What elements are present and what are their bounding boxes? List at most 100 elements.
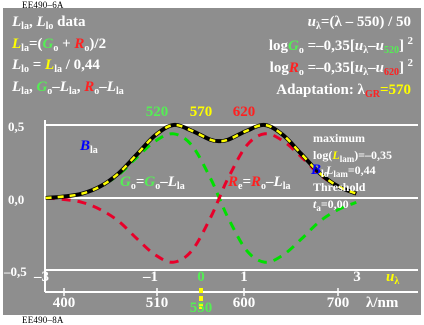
hl4-G: G <box>36 79 47 95</box>
hr1-u: u <box>308 14 316 30</box>
hr2-u: u <box>355 38 363 54</box>
hr1-rest: =(λ – 550) / 50 <box>321 14 411 30</box>
hl4-s2: la <box>69 86 77 97</box>
hr2-log: log <box>269 38 289 54</box>
u-tick-neg3: –3 <box>33 269 49 285</box>
hl4-sR: o <box>94 86 99 97</box>
hr4-label: Adaptation: λ <box>276 82 365 98</box>
lbl-G: G <box>120 174 131 190</box>
u-axis-label: uλ <box>386 269 399 287</box>
u-tick-1: 1 <box>240 269 248 285</box>
hl4-m2: – <box>98 79 107 95</box>
info-ta-sub: a <box>316 203 321 213</box>
hr2-eq: =–0,35[ <box>304 38 355 54</box>
y-tick-neg-0-5: –0,5 <box>3 264 27 279</box>
lbl-B2-sub: lo <box>321 169 329 180</box>
lbl-R-Lsub: la <box>283 181 291 192</box>
u-tick-3: 3 <box>353 269 361 285</box>
hl2-sG: o <box>53 43 58 54</box>
lbl-R-L: L <box>273 174 283 190</box>
info-ta-t: t <box>313 197 317 211</box>
hl4-c1: , <box>29 79 37 95</box>
label-B-lo: Blo <box>310 162 329 180</box>
hr3-su2: 620 <box>384 67 399 78</box>
lbl-G-m: – <box>159 174 168 190</box>
header-right-line2: logGo =–0,35[uλ–u520] <box>269 38 404 56</box>
y-tick-0-0: 0,0 <box>8 192 24 207</box>
u-tick-0: 0 <box>197 269 205 285</box>
lbl-B2: B <box>310 162 321 178</box>
hr1-sub: λ <box>316 21 321 32</box>
header-right-line1: uλ=(λ – 550) / 50 <box>308 14 411 32</box>
info-lam: Llam=0,44 <box>325 163 376 179</box>
header-line2: Lla=(Go + Ro)/2 <box>11 36 106 54</box>
lbl-R: R <box>227 174 238 190</box>
info-lam-sub: lam <box>333 169 348 179</box>
hl3-L2: L <box>44 57 54 73</box>
label-R-eq: Re=Ro–Lla <box>227 174 291 192</box>
bottom-code: EE490–8A <box>22 315 64 325</box>
hr3-end: ] <box>399 60 404 76</box>
hr4-end: =570 <box>380 82 411 98</box>
hr2-sup: 2 <box>408 35 414 47</box>
label-G-eq: Go=Go–Lla <box>120 174 185 192</box>
lbl-B-sub: la <box>90 145 98 156</box>
hr2-su: λ <box>363 45 368 56</box>
hl1-sub2: lo <box>46 21 54 32</box>
series-yellow-dashed <box>45 123 357 200</box>
lbl-R-m: – <box>265 174 274 190</box>
lbl-G-eq: = <box>136 174 145 190</box>
hr3-sup: 2 <box>408 57 414 69</box>
x-tick-label-400: 400 <box>53 295 76 311</box>
lbl-R-sub: e <box>238 181 243 192</box>
hl2-eq: =( <box>29 36 43 52</box>
hr2-m: – <box>367 38 376 54</box>
hl1-rest: data <box>53 14 86 30</box>
top-code: EE490–6A <box>22 0 64 10</box>
hr3-su: λ <box>363 67 368 78</box>
hl2-end: )/2 <box>89 36 106 52</box>
info-lam-end: =0,44 <box>348 163 376 177</box>
hl4-R: R <box>83 79 94 95</box>
hr3-m: – <box>367 60 376 76</box>
hl1-sub1: la <box>21 21 29 32</box>
hl2-L: L <box>11 36 21 52</box>
hl2-plus: + <box>58 36 74 52</box>
hl4-c2: , <box>77 79 85 95</box>
hr2-end: ] <box>399 38 404 54</box>
series-red-dashed <box>45 132 357 264</box>
hr3-log: log <box>270 60 290 76</box>
u-axis-sub: λ <box>394 276 399 287</box>
info-log-sub: lam <box>340 154 355 164</box>
header-line1: Lla, Llo data <box>11 14 86 32</box>
hl4-sub: la <box>21 86 29 97</box>
header-line3: Llo = Lla / 0,44 <box>11 57 100 75</box>
x-tick-label-510: 510 <box>146 295 169 311</box>
x-tick-label-600: 600 <box>233 295 256 311</box>
header-right-line4: Adaptation: λGR=570 <box>276 82 411 100</box>
lbl-B: B <box>79 138 90 154</box>
hl3-sub: lo <box>21 64 29 75</box>
u-axis-u: u <box>386 269 394 285</box>
lbl-G-L: L <box>167 174 177 190</box>
lbl-G-sub2: o <box>155 181 160 192</box>
lbl-G-eq2: G <box>144 174 155 190</box>
y-tick-0-5: 0,5 <box>8 119 25 134</box>
hr3-sR: o <box>299 67 304 78</box>
hl4-L2: L <box>59 79 69 95</box>
hl1-L: L <box>11 14 21 30</box>
hr3-eq: =–0,35[ <box>304 60 355 76</box>
hl4-s3: la <box>116 86 124 97</box>
hl1-L2: L <box>35 14 45 30</box>
hl3-eq: = <box>29 57 45 73</box>
info-ta-end: =0,00 <box>321 197 349 211</box>
hl2-G: G <box>43 36 54 52</box>
info-log-pre: log( <box>313 148 332 162</box>
label-B-la: Bla <box>79 138 98 156</box>
hr4-sub: GR <box>365 89 381 100</box>
x-tick-label-700: 700 <box>327 295 350 311</box>
x-tick-label-550: 550 <box>190 300 213 316</box>
header-right-line3: logRo =–0,35[uλ–u620] <box>270 60 404 78</box>
hr3-R: R <box>288 60 299 76</box>
